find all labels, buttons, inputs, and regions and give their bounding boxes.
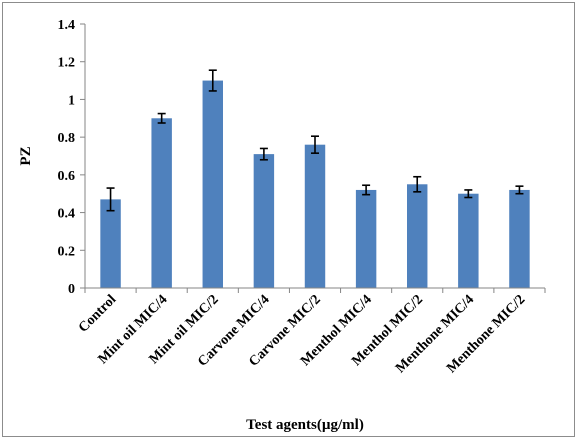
error-bar: [106, 187, 115, 212]
error-bar: [515, 185, 524, 195]
bar: [100, 199, 121, 288]
error-bars-group: [106, 69, 524, 212]
x-axis-title: Test agents(µg/ml): [246, 417, 364, 433]
error-bar: [362, 184, 371, 196]
error-bar: [311, 135, 319, 154]
chart-frame: [2, 2, 575, 437]
y-tick-label: 0.4: [58, 207, 76, 222]
y-axis-ticks: 0 0.2 0.4 0.6 0.8 1 1.2 1.4: [58, 18, 85, 297]
bar: [458, 193, 479, 288]
bar: [355, 189, 377, 288]
y-axis-title: PZ: [18, 146, 34, 165]
y-tick-label: 1.2: [58, 56, 76, 71]
y-tick-label: 0: [68, 282, 75, 297]
error-bar: [464, 189, 473, 199]
error-bar: [413, 175, 422, 193]
x-tick-label: Control: [76, 292, 120, 336]
bar: [202, 80, 223, 288]
bar: [253, 154, 275, 288]
error-bar: [208, 69, 217, 92]
error-bar: [157, 112, 166, 124]
bars-group: [100, 80, 530, 289]
error-bar: [259, 147, 268, 161]
bar: [304, 144, 326, 288]
y-tick-label: 1.4: [58, 18, 76, 33]
bar: [407, 184, 428, 288]
y-tick-label: 0.2: [58, 244, 76, 259]
y-tick-label: 0.6: [58, 169, 76, 184]
y-tick-label: 1: [68, 93, 75, 108]
bar: [151, 118, 172, 289]
y-tick-label: 0.8: [58, 131, 76, 146]
bar: [509, 189, 530, 288]
